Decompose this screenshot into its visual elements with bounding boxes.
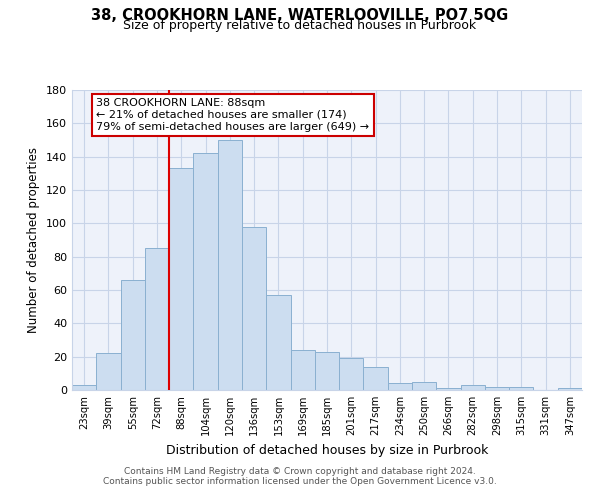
Bar xyxy=(193,154,218,390)
Bar xyxy=(315,352,339,390)
Text: 38, CROOKHORN LANE, WATERLOOVILLE, PO7 5QG: 38, CROOKHORN LANE, WATERLOOVILLE, PO7 5… xyxy=(91,8,509,22)
Bar xyxy=(169,168,193,390)
Bar xyxy=(266,295,290,390)
Text: Size of property relative to detached houses in Purbrook: Size of property relative to detached ho… xyxy=(124,19,476,32)
Bar xyxy=(339,358,364,390)
Text: Contains public sector information licensed under the Open Government Licence v3: Contains public sector information licen… xyxy=(103,477,497,486)
X-axis label: Distribution of detached houses by size in Purbrook: Distribution of detached houses by size … xyxy=(166,444,488,456)
Text: 38 CROOKHORN LANE: 88sqm
← 21% of detached houses are smaller (174)
79% of semi-: 38 CROOKHORN LANE: 88sqm ← 21% of detach… xyxy=(96,98,370,132)
Bar xyxy=(364,366,388,390)
Text: Contains HM Land Registry data © Crown copyright and database right 2024.: Contains HM Land Registry data © Crown c… xyxy=(124,467,476,476)
Bar xyxy=(290,350,315,390)
Bar xyxy=(388,384,412,390)
Bar xyxy=(121,280,145,390)
Bar xyxy=(485,386,509,390)
Bar xyxy=(509,386,533,390)
Bar xyxy=(412,382,436,390)
Bar xyxy=(218,140,242,390)
Bar xyxy=(72,385,96,390)
Y-axis label: Number of detached properties: Number of detached properties xyxy=(28,147,40,333)
Bar xyxy=(461,385,485,390)
Bar xyxy=(558,388,582,390)
Bar xyxy=(436,388,461,390)
Bar xyxy=(145,248,169,390)
Bar xyxy=(96,354,121,390)
Bar xyxy=(242,226,266,390)
